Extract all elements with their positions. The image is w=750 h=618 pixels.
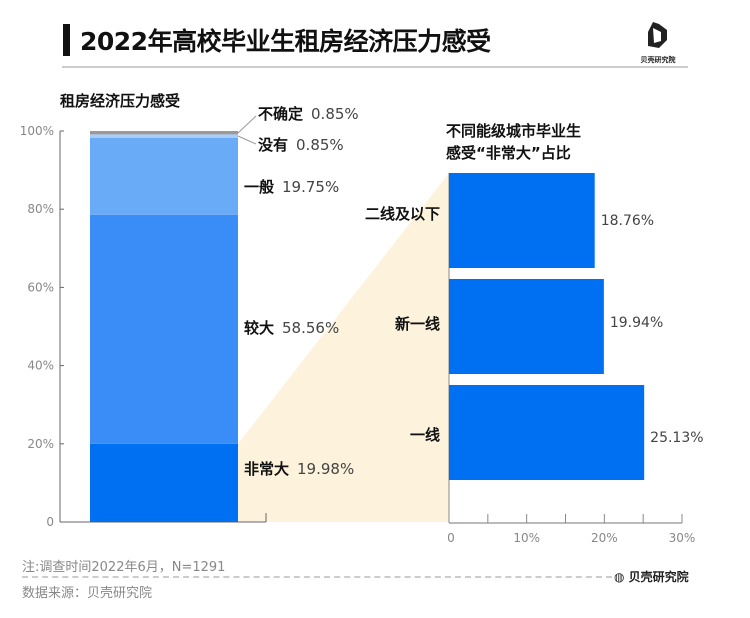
segment-value: 0.85% — [296, 136, 344, 154]
city-bar-0 — [449, 173, 595, 268]
city-label: 一线 — [410, 426, 440, 444]
left-y-tick-label: 20% — [27, 437, 54, 451]
logo-text: 贝壳研究院 — [640, 56, 676, 64]
left-y-tick-label: 80% — [27, 202, 54, 216]
right-x-tick-label: 20% — [591, 531, 618, 545]
segment-label-4: 不确定 0.85% — [258, 105, 359, 123]
segment-value: 0.85% — [311, 105, 359, 123]
logo-icon — [648, 22, 667, 48]
brand-logo: 贝壳研究院 — [640, 20, 676, 65]
left-y-tick-label: 100% — [20, 124, 54, 138]
footer-logo-icon: ◍ — [614, 570, 625, 584]
segment-name: 非常大 — [244, 460, 289, 478]
city-value-label: 18.76% — [601, 213, 654, 229]
leader-line-uncertain — [237, 115, 257, 134]
segment-label-1: 较大 58.56% — [244, 319, 339, 337]
segment-name: 不确定 — [258, 105, 303, 123]
city-bar-2 — [449, 385, 645, 480]
city-value-label: 19.94% — [610, 315, 663, 331]
segment-value: 58.56% — [282, 319, 339, 337]
stacked-segment-0 — [90, 443, 238, 522]
stacked-segment-1 — [90, 214, 238, 444]
segment-label-3: 没有 0.85% — [258, 136, 344, 154]
title-divider — [62, 66, 688, 68]
city-value-label: 25.13% — [650, 430, 703, 446]
right-x-tick-label: 0 — [447, 531, 455, 545]
segment-label-0: 非常大 19.98% — [244, 460, 354, 478]
city-label: 二线及以下 — [365, 205, 440, 223]
city-bar-1 — [449, 279, 604, 374]
left-y-tick-label: 40% — [27, 359, 54, 373]
segment-name: 没有 — [258, 136, 288, 154]
right-chart-title-line2: 感受“非常大”占比 — [446, 144, 571, 162]
right-x-tick-label: 10% — [513, 531, 540, 545]
segment-value: 19.98% — [297, 460, 354, 478]
page-title: 2022年高校毕业生租房经济压力感受 — [80, 27, 491, 56]
source-note: 数据来源：贝壳研究院 — [22, 586, 153, 601]
footnote: 注:调查时间2022年6月，N=1291 — [22, 560, 226, 575]
segment-name: 较大 — [244, 319, 274, 337]
stacked-segment-4 — [90, 131, 238, 135]
highlight-connector — [238, 173, 449, 522]
right-chart-title-line1: 不同能级城市毕业生 — [446, 122, 582, 140]
city-label: 新一线 — [395, 315, 440, 333]
title-accent-bar — [63, 24, 70, 56]
right-x-tick-label: 30% — [669, 531, 696, 545]
stacked-segment-2 — [90, 137, 238, 215]
footer-logo: ◍ 贝壳研究院 — [614, 568, 689, 585]
segment-label-2: 一般 19.75% — [244, 178, 339, 196]
segment-value: 19.75% — [282, 178, 339, 196]
left-chart-title: 租房经济压力感受 — [60, 92, 181, 110]
left-y-tick-label: 60% — [27, 280, 54, 294]
right-chart-title: 不同能级城市毕业生 感受“非常大”占比 — [446, 120, 581, 164]
left-y-tick-label: 0 — [46, 515, 54, 529]
stacked-segment-3 — [90, 134, 238, 138]
footer-divider — [22, 576, 612, 578]
footer-logo-text: 贝壳研究院 — [628, 570, 689, 584]
leader-line-none — [237, 135, 257, 145]
segment-name: 一般 — [244, 178, 274, 196]
